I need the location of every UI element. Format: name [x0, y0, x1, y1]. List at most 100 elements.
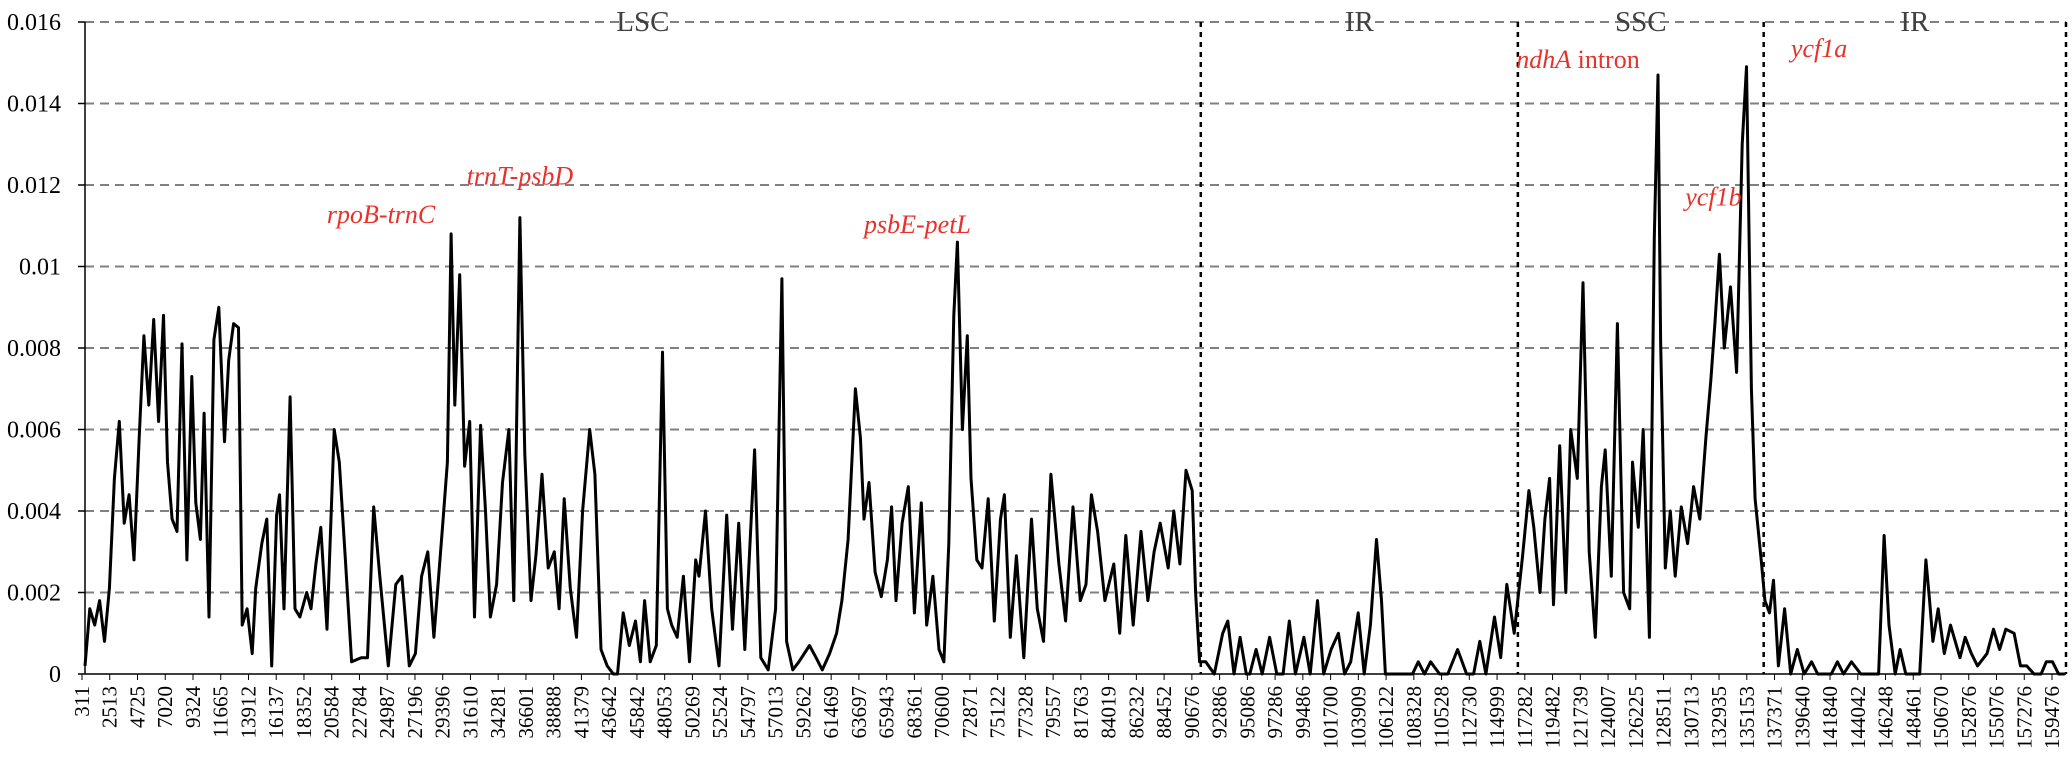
x-tick-label: 141840	[1818, 686, 1842, 749]
x-tick-label: 101700	[1319, 686, 1343, 749]
annotation-label: psbE-petL	[862, 210, 971, 239]
x-tick-labels: 311 2513 4725 7020 9324 11665 13912 16137 18352 2…	[70, 674, 2064, 749]
region-label: LSC	[616, 6, 669, 38]
x-tick-label: 126225	[1624, 686, 1648, 749]
annotation-label: ycf1b	[1682, 182, 1741, 211]
x-tick-label: 65943	[875, 686, 899, 739]
x-tick-label: 22784	[347, 686, 371, 739]
x-tick-label: 119482	[1541, 686, 1565, 748]
x-tick-label: 150670	[1929, 686, 1953, 749]
x-tick-label: 9324	[181, 686, 205, 729]
y-tick-label: 0.014	[7, 92, 61, 118]
x-tick-label: 110528	[1430, 686, 1454, 748]
x-tick-label: 90676	[1180, 686, 1204, 739]
x-tick-label: 99486	[1291, 686, 1315, 739]
series-group	[83, 65, 2065, 676]
x-tick-label: 84019	[1097, 686, 1121, 739]
x-tick-label: 36601	[514, 686, 538, 739]
x-tick-label: 86232	[1124, 686, 1148, 739]
x-tick-label: 132935	[1707, 686, 1731, 749]
x-tick-label: 59262	[791, 686, 815, 739]
x-tick-label: 157276	[2012, 686, 2036, 749]
x-tick-label: 95086	[1235, 686, 1259, 739]
x-tick-label: 159476	[2040, 686, 2064, 749]
x-tick-label: 97286	[1263, 686, 1287, 739]
annotation-label: ndhA intron	[1516, 45, 1640, 74]
x-tick-label: 31610	[458, 686, 482, 739]
x-tick-label: 38888	[542, 686, 566, 739]
y-tick-label: 0.01	[19, 255, 61, 281]
x-tick-label: 130713	[1679, 686, 1703, 749]
x-tick-label: 128511	[1652, 686, 1676, 748]
x-tick-label: 61469	[819, 686, 843, 739]
x-tick-label: 135153	[1735, 686, 1759, 749]
y-tick-label: 0.006	[7, 418, 61, 444]
x-tick-label: 24987	[375, 686, 399, 739]
x-tick-label: 57013	[764, 686, 788, 739]
x-tick-label: 45842	[625, 686, 649, 739]
region-boundaries	[1199, 22, 2068, 674]
x-tick-label: 81763	[1069, 686, 1093, 739]
y-tick-labels: 0 0.002 0.004 0.006 0.008 0.01 0.012 0.014 0.016	[7, 10, 85, 688]
x-tick-label: 11665	[209, 686, 233, 738]
x-tick-label: 117282	[1513, 686, 1537, 748]
y-tick-label: 0.002	[7, 581, 61, 607]
x-tick-label: 70600	[930, 686, 954, 739]
x-tick-label: 43642	[597, 686, 621, 739]
x-tick-label: 48053	[653, 686, 677, 739]
x-tick-label: 114999	[1485, 686, 1509, 748]
x-tick-label: 103909	[1346, 686, 1370, 749]
x-tick-label: 139640	[1790, 686, 1814, 749]
x-tick-label: 50269	[680, 686, 704, 739]
x-tick-label: 4725	[125, 686, 149, 728]
x-tick-label: 68361	[902, 686, 926, 739]
x-tick-label: 144042	[1846, 686, 1870, 749]
x-tick-label: 7020	[153, 686, 177, 728]
series-line	[83, 65, 2065, 676]
annotation-label: rpoB-trnC	[327, 200, 436, 229]
x-tick-label: 2513	[98, 686, 122, 728]
y-tick-label: 0.008	[7, 336, 61, 362]
x-tick-label: 54797	[736, 686, 760, 739]
x-tick-label: 311	[70, 686, 94, 717]
x-tick-label: 75122	[986, 686, 1010, 739]
x-tick-label: 146248	[1874, 686, 1898, 749]
x-tick-label: 34281	[486, 686, 510, 739]
y-tick-label: 0	[49, 662, 61, 688]
y-tick-label: 0.012	[7, 173, 61, 199]
x-tick-label: 13912	[236, 686, 260, 739]
x-tick-label: 121739	[1568, 686, 1592, 749]
x-tick-label: 88452	[1152, 686, 1176, 739]
region-label: IR	[1900, 6, 1930, 38]
x-tick-label: 20584	[320, 686, 344, 739]
region-label: IR	[1345, 6, 1375, 38]
x-tick-label: 112730	[1457, 686, 1481, 748]
y-tick-label: 0.004	[7, 499, 61, 525]
annotation-label: ycf1a	[1788, 34, 1847, 63]
x-tick-label: 72871	[958, 686, 982, 739]
x-tick-label: 92886	[1208, 686, 1232, 739]
x-tick-label: 52524	[708, 686, 732, 739]
x-tick-label: 148461	[1901, 686, 1925, 749]
x-tick-label: 152876	[1957, 686, 1981, 749]
x-tick-label: 63697	[847, 686, 871, 739]
region-label: SSC	[1615, 6, 1667, 38]
x-tick-label: 41379	[569, 686, 593, 739]
x-tick-label: 77328	[1013, 686, 1037, 739]
peak-annotations: rpoB-trnC trnT-psbD psbE-petL ndhA intron yc…	[327, 34, 1847, 239]
x-tick-label: 137371	[1763, 686, 1787, 749]
x-tick-label: 106122	[1374, 686, 1398, 749]
annotation-label: trnT-psbD	[467, 162, 574, 191]
x-tick-label: 27196	[403, 686, 427, 739]
region-labels: LSC IR SSC IR	[616, 6, 1930, 38]
x-tick-label: 108328	[1402, 686, 1426, 749]
x-tick-label: 18352	[292, 686, 316, 739]
y-tick-label: 0.016	[7, 10, 61, 36]
x-tick-label: 29396	[431, 686, 455, 739]
grid-lines	[85, 21, 2066, 594]
x-tick-label: 16137	[264, 686, 288, 739]
x-tick-label: 124007	[1596, 686, 1620, 749]
x-tick-label: 155076	[1985, 686, 2009, 749]
x-tick-label: 79557	[1041, 686, 1065, 739]
